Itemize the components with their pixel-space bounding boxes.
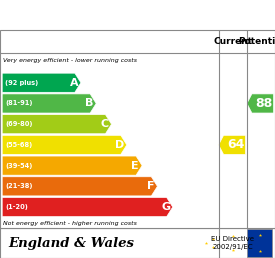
Text: A: A (70, 78, 78, 88)
Polygon shape (2, 73, 81, 92)
Text: (39-54): (39-54) (5, 163, 32, 169)
Text: England & Wales: England & Wales (8, 237, 134, 250)
Text: D: D (115, 140, 125, 150)
Text: E: E (131, 161, 139, 171)
Text: (1-20): (1-20) (5, 204, 28, 210)
Polygon shape (2, 115, 111, 134)
Text: F: F (147, 181, 154, 191)
Text: Potential: Potential (238, 37, 275, 46)
Text: 64: 64 (227, 138, 244, 151)
Text: 88: 88 (255, 97, 272, 110)
Polygon shape (2, 156, 142, 175)
Polygon shape (2, 94, 96, 113)
Polygon shape (247, 94, 274, 113)
Text: EU Directive
2002/91/EC: EU Directive 2002/91/EC (211, 236, 254, 250)
Text: B: B (85, 99, 94, 108)
Text: (81-91): (81-91) (5, 100, 32, 107)
Text: C: C (101, 119, 109, 129)
Text: Not energy efficient - higher running costs: Not energy efficient - higher running co… (3, 221, 137, 226)
Text: Energy Efficiency Rating: Energy Efficiency Rating (6, 8, 197, 22)
Polygon shape (219, 135, 246, 155)
Text: (69-80): (69-80) (5, 121, 32, 127)
Bar (247, 229, 272, 257)
Polygon shape (2, 135, 127, 155)
Polygon shape (2, 197, 173, 217)
Text: (92 plus): (92 plus) (5, 80, 38, 86)
Text: G: G (161, 202, 170, 212)
Text: (55-68): (55-68) (5, 142, 32, 148)
Text: Very energy efficient - lower running costs: Very energy efficient - lower running co… (3, 58, 137, 63)
Text: (21-38): (21-38) (5, 183, 32, 189)
Text: Current: Current (213, 37, 252, 46)
Polygon shape (2, 177, 157, 196)
